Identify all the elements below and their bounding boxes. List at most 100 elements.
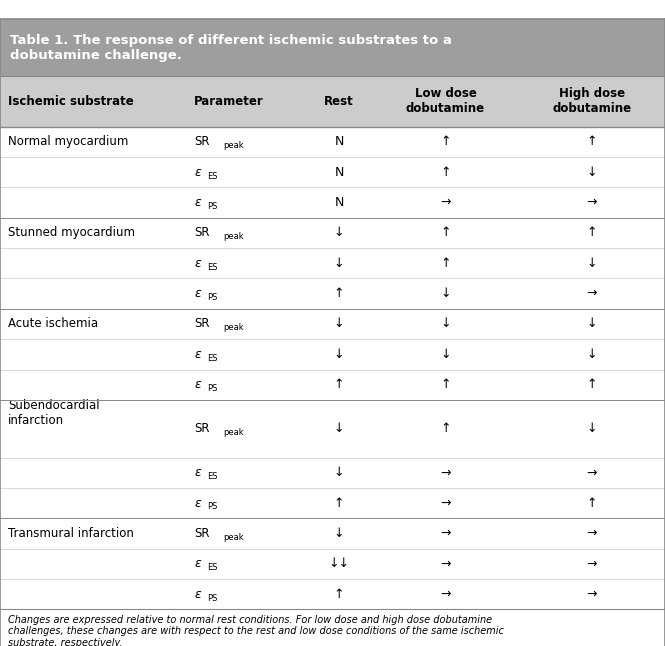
FancyBboxPatch shape	[0, 339, 665, 370]
Text: ↓: ↓	[587, 348, 597, 361]
Text: ↓: ↓	[440, 287, 451, 300]
Text: →: →	[440, 588, 451, 601]
Text: ε: ε	[194, 497, 201, 510]
Text: ε: ε	[194, 165, 201, 179]
Text: Transmural infarction: Transmural infarction	[8, 527, 134, 540]
FancyBboxPatch shape	[0, 518, 665, 548]
Text: ↑: ↑	[334, 378, 344, 391]
Text: →: →	[587, 557, 597, 570]
Text: SR: SR	[194, 135, 209, 149]
FancyBboxPatch shape	[0, 609, 665, 646]
Text: ε: ε	[194, 348, 201, 361]
Text: ε: ε	[194, 557, 201, 570]
Text: ε: ε	[194, 378, 201, 391]
Text: →: →	[440, 466, 451, 479]
FancyBboxPatch shape	[0, 370, 665, 400]
Text: →: →	[440, 527, 451, 540]
Text: Table 1. The response of different ischemic substrates to a
dobutamine challenge: Table 1. The response of different ische…	[10, 34, 452, 62]
Text: ES: ES	[207, 263, 217, 271]
Text: ↓: ↓	[334, 466, 344, 479]
FancyBboxPatch shape	[0, 218, 665, 248]
Text: ↑: ↑	[440, 165, 451, 179]
FancyBboxPatch shape	[0, 127, 665, 157]
Text: SR: SR	[194, 527, 209, 540]
Text: ↓: ↓	[334, 226, 344, 240]
Text: SR: SR	[194, 317, 209, 331]
FancyBboxPatch shape	[0, 309, 665, 339]
Text: SR: SR	[194, 422, 209, 435]
Text: peak: peak	[223, 233, 243, 241]
Text: ↓: ↓	[587, 422, 597, 435]
FancyBboxPatch shape	[0, 187, 665, 218]
Text: ↓: ↓	[334, 422, 344, 435]
FancyBboxPatch shape	[0, 488, 665, 518]
Text: SR: SR	[194, 226, 209, 240]
Text: N: N	[334, 135, 344, 149]
FancyBboxPatch shape	[0, 157, 665, 187]
FancyBboxPatch shape	[0, 76, 665, 127]
Text: ES: ES	[207, 472, 217, 481]
Text: PS: PS	[207, 202, 217, 211]
Text: ↓↓: ↓↓	[329, 557, 350, 570]
Text: ↑: ↑	[440, 226, 451, 240]
Text: →: →	[587, 287, 597, 300]
Text: ↓: ↓	[334, 348, 344, 361]
Text: PS: PS	[207, 503, 217, 512]
Text: peak: peak	[223, 533, 243, 542]
Text: ↑: ↑	[440, 422, 451, 435]
Text: →: →	[587, 466, 597, 479]
Text: peak: peak	[223, 324, 243, 332]
Text: ε: ε	[194, 588, 201, 601]
Text: ↑: ↑	[587, 135, 597, 149]
Text: PS: PS	[207, 594, 217, 603]
Text: ↑: ↑	[440, 135, 451, 149]
Text: ↑: ↑	[587, 497, 597, 510]
Text: Subendocardial
infarction: Subendocardial infarction	[8, 399, 100, 426]
Text: ES: ES	[207, 563, 217, 572]
Text: →: →	[440, 557, 451, 570]
Text: High dose
dobutamine: High dose dobutamine	[553, 87, 631, 116]
Text: ↑: ↑	[587, 378, 597, 391]
Text: ES: ES	[207, 172, 217, 180]
Text: N: N	[334, 165, 344, 179]
Text: N: N	[334, 196, 344, 209]
FancyBboxPatch shape	[0, 19, 665, 76]
Text: ε: ε	[194, 256, 201, 270]
Text: PS: PS	[207, 293, 217, 302]
Text: ε: ε	[194, 196, 201, 209]
Text: ↓: ↓	[587, 165, 597, 179]
Text: ↑: ↑	[440, 378, 451, 391]
Text: ↓: ↓	[440, 317, 451, 331]
Text: ↑: ↑	[440, 256, 451, 270]
Text: ε: ε	[194, 466, 201, 479]
Text: Changes are expressed relative to normal rest conditions. For low dose and high : Changes are expressed relative to normal…	[8, 614, 504, 646]
FancyBboxPatch shape	[0, 548, 665, 579]
Text: Acute ischemia: Acute ischemia	[8, 317, 98, 331]
Text: Rest: Rest	[325, 95, 354, 108]
Text: ↑: ↑	[334, 588, 344, 601]
Text: peak: peak	[223, 141, 243, 150]
Text: ↑: ↑	[334, 287, 344, 300]
Text: Normal myocardium: Normal myocardium	[8, 135, 128, 149]
Text: Parameter: Parameter	[194, 95, 264, 108]
Text: Low dose
dobutamine: Low dose dobutamine	[406, 87, 485, 116]
Text: →: →	[440, 196, 451, 209]
Text: ↑: ↑	[334, 497, 344, 510]
Text: ↓: ↓	[334, 527, 344, 540]
Text: →: →	[587, 527, 597, 540]
FancyBboxPatch shape	[0, 278, 665, 309]
FancyBboxPatch shape	[0, 457, 665, 488]
Text: ↓: ↓	[587, 317, 597, 331]
FancyBboxPatch shape	[0, 579, 665, 609]
FancyBboxPatch shape	[0, 248, 665, 278]
Text: PS: PS	[207, 384, 217, 393]
Text: Ischemic substrate: Ischemic substrate	[8, 95, 134, 108]
FancyBboxPatch shape	[0, 400, 665, 457]
Text: ε: ε	[194, 287, 201, 300]
Text: →: →	[587, 588, 597, 601]
Text: →: →	[587, 196, 597, 209]
Text: ES: ES	[207, 354, 217, 362]
Text: ↓: ↓	[334, 317, 344, 331]
Text: Stunned myocardium: Stunned myocardium	[8, 226, 135, 240]
Text: ↓: ↓	[334, 256, 344, 270]
